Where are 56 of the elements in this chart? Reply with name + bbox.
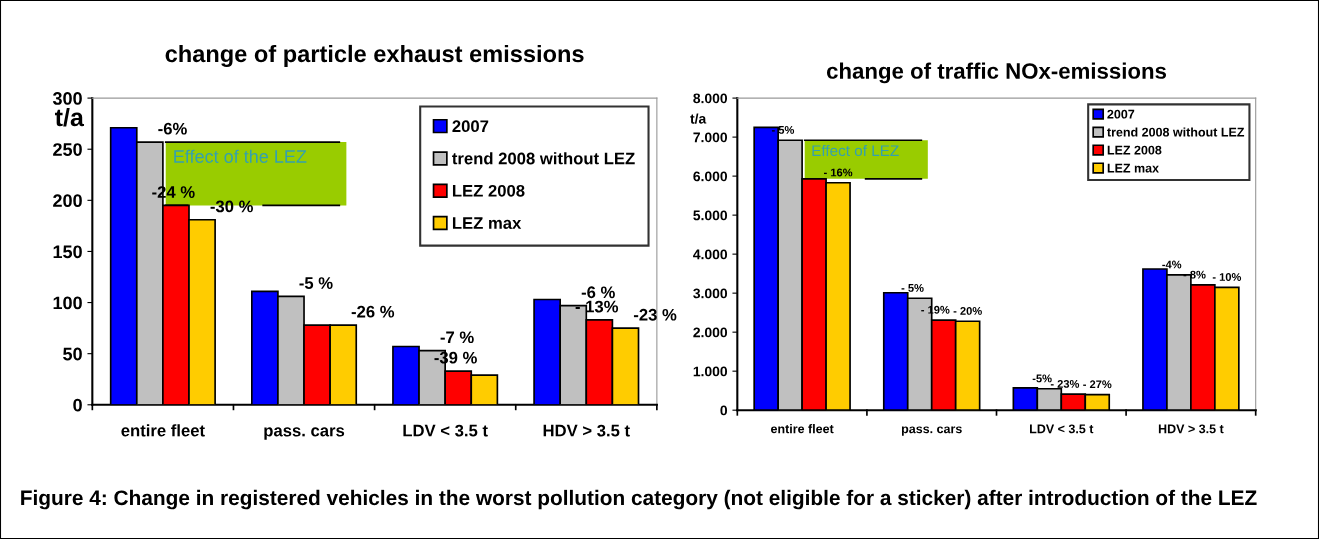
annotation: -23 % [633,308,677,321]
legend-label: trend 2008 without LEZ [452,152,635,165]
annotation: -5 % [299,277,333,289]
x-tick-label: pass. cars [264,427,345,440]
annotation: - 10% [1212,273,1242,281]
x-tick-label: HDV > 3.5 t [543,424,630,437]
annotation: -4% [1162,260,1182,269]
y-tick-label: 200 [53,194,82,208]
annotation: - 5% [771,126,795,134]
legend-label: LEZ 2008 [1107,145,1162,155]
chart-title: change of particle exhaust emissions [165,44,584,67]
y-tick-label: 2.000 [693,327,728,338]
y-tick-label: 1.000 [693,366,728,377]
annotation: -6 % [581,286,615,299]
x-tick-label: pass. cars [901,426,962,436]
annotation: - 5% [901,284,924,292]
y-tick-label: 6.000 [693,171,728,182]
x-tick-label: HDV > 3.5 t [1158,424,1224,434]
legend-label: 2007 [452,120,489,133]
annotation: -5% [1032,374,1052,383]
y-tick-label: 7.000 [693,132,728,143]
caption: Figure 4: Change in registered vehicles in the worst pollution category (not eligible for a sticker) after introduction of the LEZ [21,489,1257,510]
annotation: Effect of LEZ [812,144,899,157]
x-tick-label: entire fleet [771,424,834,434]
y-tick-label: 5.000 [693,210,728,221]
y-tick-label: 8.000 [693,93,728,104]
y-tick-label: 250 [53,143,82,156]
y-tick-label: 100 [53,296,82,310]
legend-label: LEZ 2008 [452,184,525,197]
annotation: -26 % [351,305,395,318]
legend-label: LEZ max [1107,163,1159,173]
legend-label: trend 2008 without LEZ [1107,127,1245,137]
annotation: - 16% [824,168,853,177]
legend-label: LEZ max [452,217,522,229]
annotation: -24 % [152,186,195,198]
y-tick-label: 300 [52,92,82,105]
chart-title: change of traffic NOx-emissions [826,62,1167,84]
annotation: Effect of the LEZ [174,149,307,163]
annotation: -7 % [440,331,474,344]
y-tick-label: 50 [63,347,82,361]
y-tick-label: 0 [73,398,82,412]
annotation: - 20% [953,307,982,315]
x-tick-label: LDV < 3.5 t [1030,424,1094,434]
annotation: - 13% [575,300,619,313]
y-tick-label: 0 [720,405,728,416]
annotation: -6% [158,122,187,135]
annotation: - 27% [1083,380,1112,389]
y-axis-title: t/a [54,107,85,127]
x-tick-label: entire fleet [121,424,205,437]
y-tick-label: 3.000 [693,288,728,299]
y-tick-label: 4.000 [693,249,728,260]
x-tick-label: LDV < 3.5 t [403,424,488,437]
legend-label: 2007 [1107,109,1135,119]
y-axis-title: t/a [690,113,707,124]
y-tick-label: 150 [53,245,82,259]
annotation: - 8% [1183,270,1206,279]
